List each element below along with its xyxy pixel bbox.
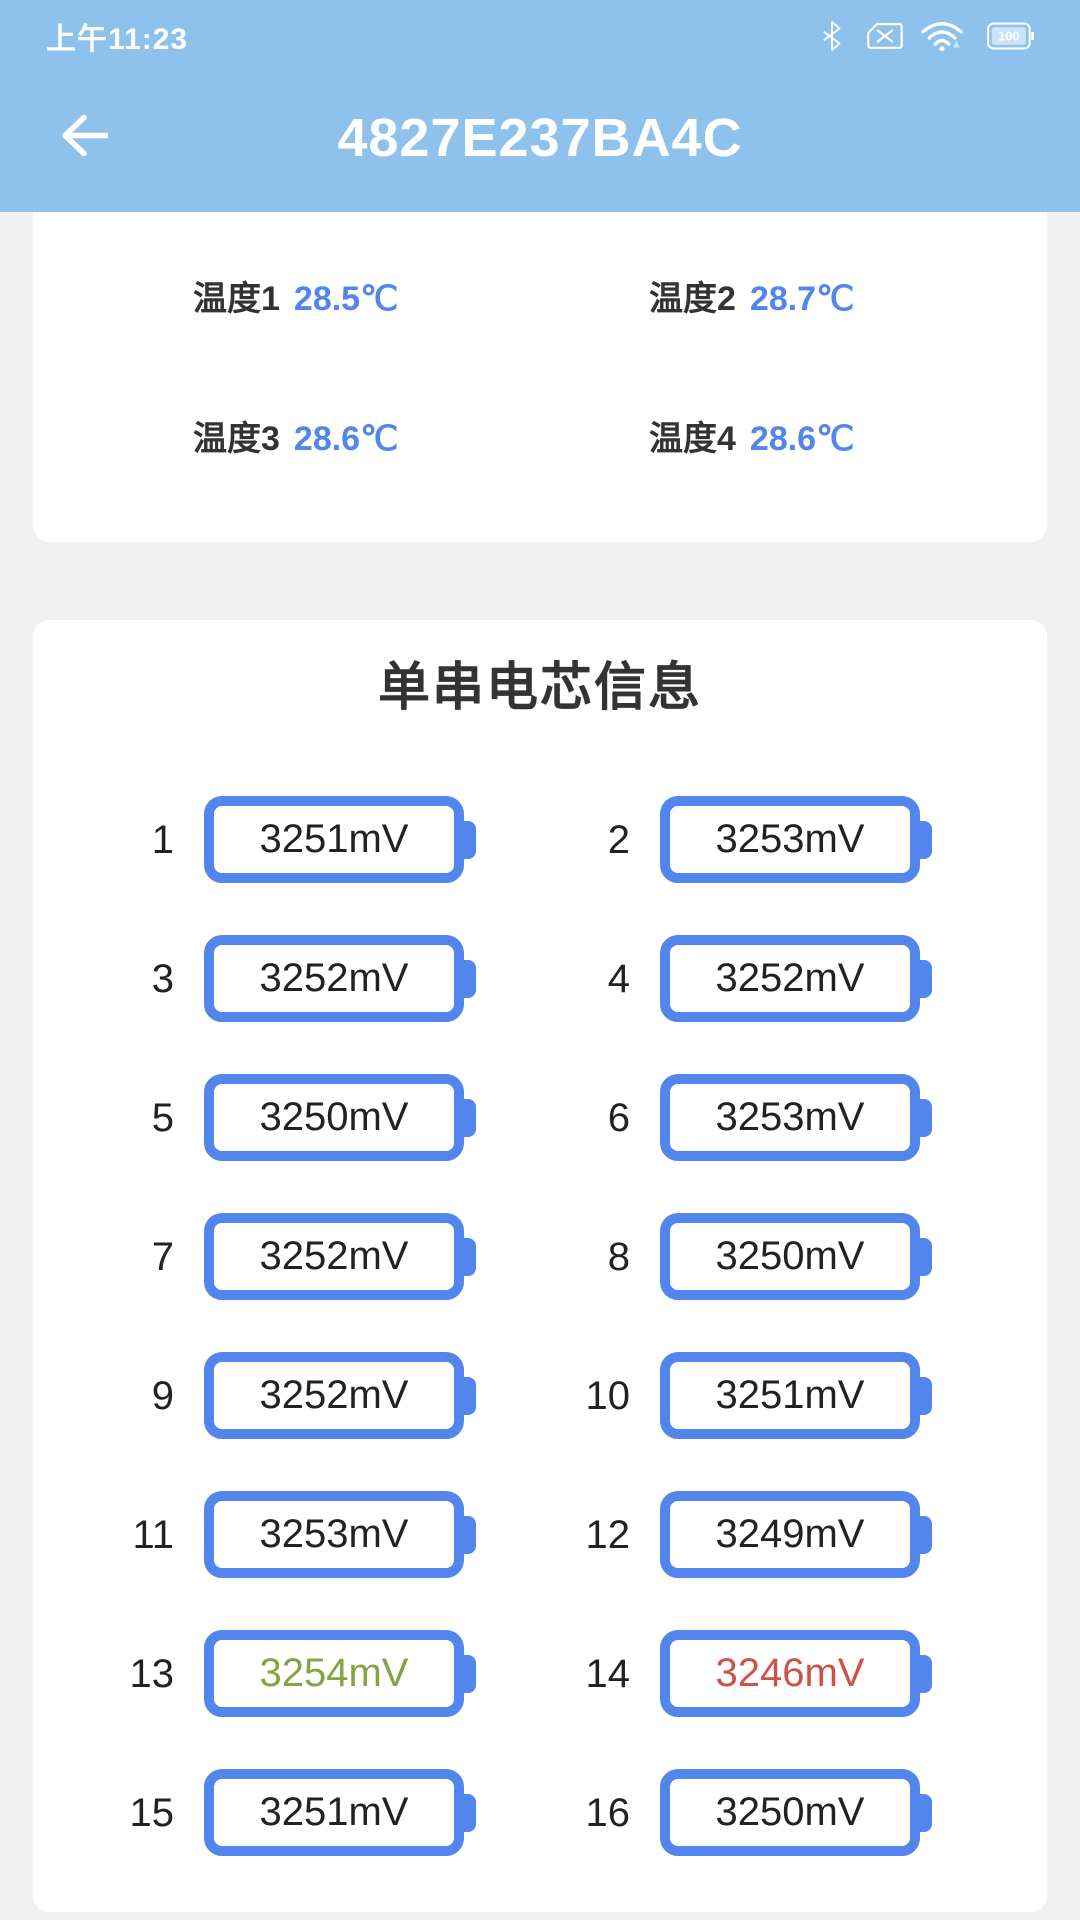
svg-text:100: 100 — [998, 29, 1020, 44]
